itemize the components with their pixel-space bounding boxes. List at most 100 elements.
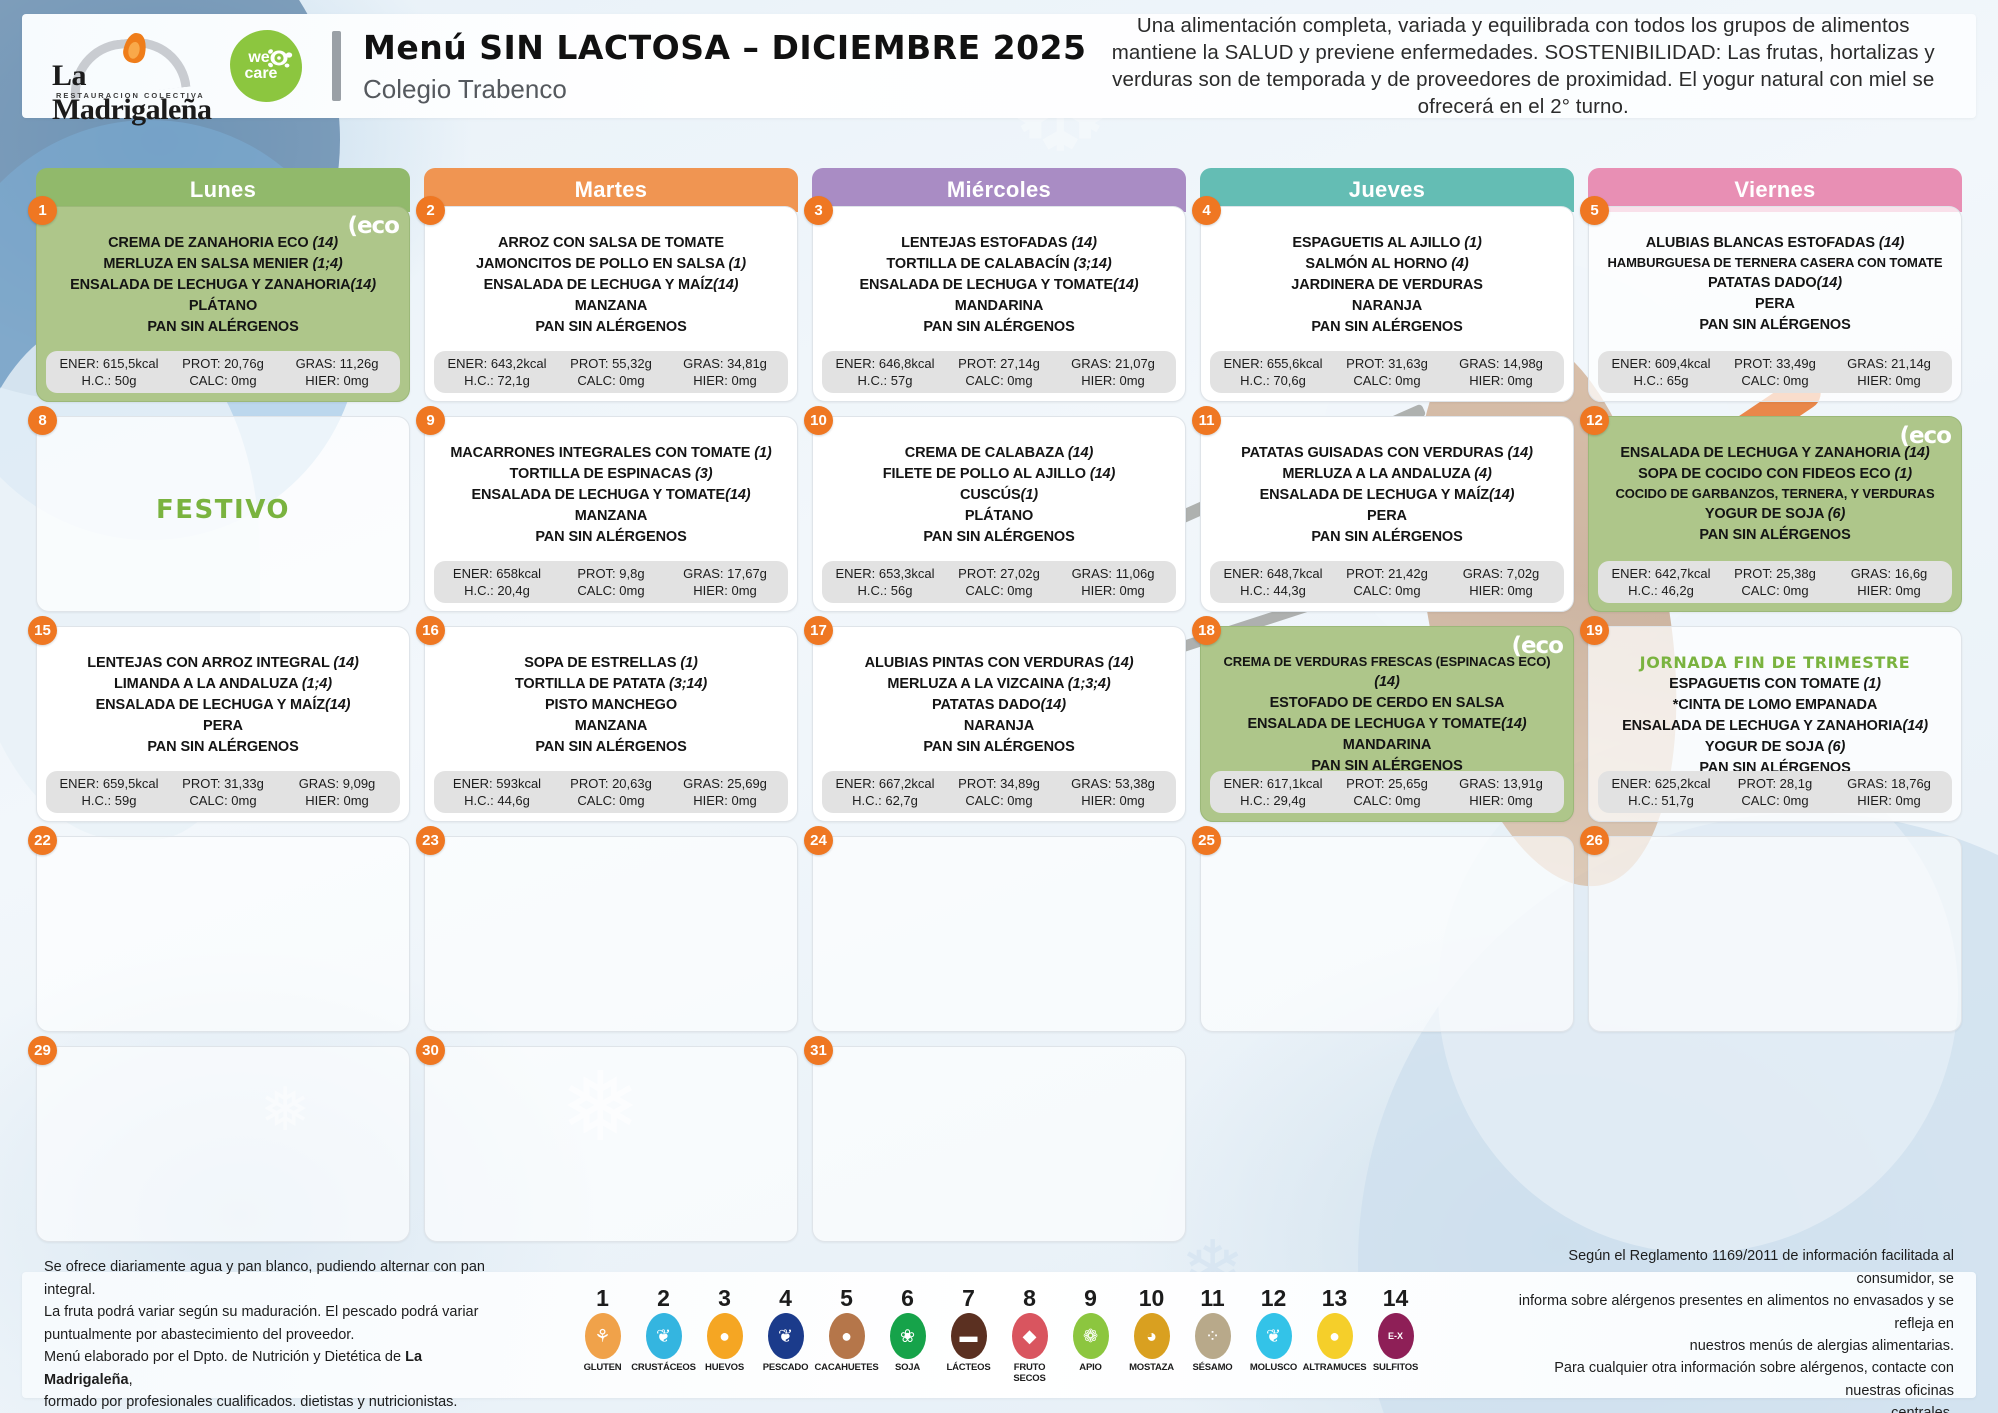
day-cell-31[interactable]: 31 [804, 1036, 1186, 1242]
allergen-label: CRUSTÁCEOS [631, 1362, 696, 1374]
day-cell-19[interactable]: 19 JORNADA FIN DE TRIMESTRE ESPAGUETIS CON… [1580, 616, 1962, 822]
dish-item: CREMA DE CALABAZA (14) [904, 445, 1094, 461]
day-cell-5[interactable]: 5 ALUBIAS BLANCAS ESTOFADAS (14) HAMBURGUE… [1580, 196, 1962, 402]
allergen-crustáceos[interactable]: 2 ❦ CRUSTÁCEOS [631, 1286, 696, 1384]
allergen-number: 4 [779, 1284, 792, 1311]
dish-allergen-codes: (6) [1827, 505, 1846, 522]
allergen-label: LÁCTEOS [946, 1362, 991, 1374]
dish-item: SALMÓN AL HORNO (4) [1305, 256, 1469, 273]
allergen-pescado[interactable]: 4 ❦ PESCADO [760, 1286, 812, 1384]
dish-list: JORNADA FIN DE TRIMESTRE ESPAGUETIS CON T… [1589, 627, 1961, 779]
dish-allergen-codes: (14) [1501, 715, 1527, 732]
nutrition-calc: CALC: 0mg [1353, 583, 1421, 598]
allergen-gluten[interactable]: 1 ⚘ GLUTEN [577, 1286, 629, 1384]
nutrition-gras: GRAS: 13,91g [1459, 776, 1543, 791]
nutrition-gras: GRAS: 16,6g [1850, 566, 1928, 581]
nutrition-summary: ENER: 609,4kcal PROT: 33,49g GRAS: 21,14g H… [1598, 351, 1952, 393]
nutrition-calc: CALC: 0mg [1741, 583, 1809, 598]
allergen-number: 14 [1382, 1284, 1409, 1311]
dish-item: PATATAS GUISADAS CON VERDURAS (14) [1241, 445, 1533, 461]
day-number: 8 [28, 406, 57, 435]
dish-list: ENSALADA DE LECHUGA Y ZANAHORIA (14) SOPA… [1589, 417, 1961, 546]
nutrition-calc: CALC: 0mg [965, 793, 1033, 808]
dish-item: LENTEJAS ESTOFADAS (14) [901, 235, 1097, 251]
allergen-fruto-secos[interactable]: 8 ◆ FRUTO SECOS [1004, 1286, 1056, 1384]
allergen-altramuces[interactable]: 13 ● ALTRAMUCES [1303, 1284, 1367, 1384]
dish-item: FILETE DE POLLO AL AJILLO (14) [882, 466, 1116, 483]
nutrition-note: Una alimentación completa, variada y equ… [1111, 13, 1935, 119]
nutrition-hier: HIER: 0mg [1857, 793, 1921, 808]
nutrition-hc: H.C.: 65g [1633, 373, 1689, 388]
nutrition-calc: CALC: 0mg [577, 373, 645, 388]
dish-item: ENSALADA DE LECHUGA Y ZANAHORIA(14) [1622, 718, 1928, 735]
nutrition-calc: CALC: 0mg [1353, 373, 1421, 388]
dish-item: ENSALADA DE LECHUGA Y MAÍZ(14) [1259, 487, 1515, 504]
dish-item: PAN SIN ALÉRGENOS [147, 319, 299, 336]
day-number: 22 [28, 826, 57, 855]
dish-item: PAN SIN ALÉRGENOS [1311, 757, 1463, 774]
day-cell-1[interactable]: 1 eco CREMA DE ZANAHORIA ECO (14) MERLUZA E… [28, 196, 410, 402]
page-title: Menú SIN LACTOSA – DICIEMBRE 2025 [363, 27, 1087, 67]
day-cell-11[interactable]: 11 PATATAS GUISADAS CON VERDURAS (14) MERL… [1192, 406, 1574, 612]
allergen-number: 13 [1321, 1284, 1348, 1311]
dish-allergen-codes: (3) [695, 466, 713, 483]
day-number: 31 [804, 1036, 833, 1065]
allergen-legend: 1 ⚘ GLUTEN 2 ❦ CRUSTÁCEOS 3 ● HUEVOS 4 ❦ PESCADO 5 ● C… [502, 1286, 1496, 1384]
nutrition-prot: PROT: 21,42g [1346, 566, 1428, 581]
nutrition-ener: ENER: 593kcal [452, 776, 542, 791]
dish-list: CREMA DE CALABAZA (14) FILETE DE POLLO AL… [813, 417, 1185, 548]
day-cell-4[interactable]: 4 ESPAGUETIS AL AJILLO (1) SALMÓN AL HORNO… [1192, 196, 1574, 402]
allergen-apio[interactable]: 9 ❁ APIO [1065, 1286, 1117, 1384]
poster-header: La Madrigaleña RESTAURACION COLECTIVA we… [22, 13, 1976, 126]
dish-item: PAN SIN ALÉRGENOS [1311, 319, 1463, 336]
allergen-soja[interactable]: 6 ❀ SOJA [882, 1286, 934, 1384]
allergen-sésamo[interactable]: 11 ⁘ SÉSAMO [1187, 1286, 1239, 1384]
dish-item: PATATAS DADO(14) [1707, 274, 1842, 291]
nutrition-summary: ENER: 653,3kcal PROT: 27,02g GRAS: 11,06g H… [822, 561, 1176, 603]
nutrition-ener: ENER: 667,2kcal [835, 776, 935, 791]
day-number: 30 [416, 1036, 445, 1065]
day-cell-16[interactable]: 16 SOPA DE ESTRELLAS (1) TORTILLA DE PATAT… [416, 616, 798, 822]
nutrition-hc: H.C.: 20,4g [464, 583, 530, 598]
dish-item: PLÁTANO [188, 298, 258, 315]
day-cell-25[interactable]: 25 [1192, 826, 1574, 1032]
allergen-label: MOLUSCO [1249, 1362, 1298, 1374]
day-cell-24[interactable]: 24 [804, 826, 1186, 1032]
dish-list: LENTEJAS ESTOFADAS (14) TORTILLA DE CALAB… [813, 207, 1185, 338]
day-cell-8[interactable]: 8 FESTIVO [28, 406, 410, 612]
day-cell-23[interactable]: 23 [416, 826, 798, 1032]
footer-regulation-line: Para cualquier otra información sobre al… [1554, 1360, 1954, 1399]
day-cell-30[interactable]: 30 [416, 1036, 798, 1242]
dish-allergen-codes: (14) [1089, 466, 1116, 483]
day-cell-17[interactable]: 17 ALUBIAS PINTAS CON VERDURAS (14) MERLUZ… [804, 616, 1186, 822]
allergen-sulfitos[interactable]: 14 E-X SULFITOS [1370, 1286, 1422, 1384]
dish-item: ESTOFADO DE CERDO EN SALSA [1269, 694, 1505, 711]
nutrition-ener: ENER: 646,8kcal [835, 356, 935, 371]
weekday-label: Jueves [1348, 177, 1426, 202]
day-cell-22[interactable]: 22 [28, 826, 410, 1032]
day-cell-26[interactable]: 26 [1580, 826, 1962, 1032]
day-cell-3[interactable]: 3 LENTEJAS ESTOFADAS (14) TORTILLA DE CALA… [804, 196, 1186, 402]
allergen-mostaza[interactable]: 10 ◕ MOSTAZA [1126, 1286, 1178, 1384]
allergen-cacahuetes[interactable]: 5 ● CACAHUETES [815, 1286, 879, 1384]
nutrition-prot: PROT: 31,63g [1346, 356, 1428, 371]
day-number: 23 [416, 826, 445, 855]
eco-badge: eco [1511, 633, 1564, 659]
nutrition-summary: ENER: 642,7kcal PROT: 25,38g GRAS: 16,6g H.… [1598, 561, 1952, 603]
day-cell-15[interactable]: 15 LENTEJAS CON ARROZ INTEGRAL (14) LIMAND… [28, 616, 410, 822]
allergen-huevos[interactable]: 3 ● HUEVOS [699, 1286, 751, 1384]
allergen-lácteos[interactable]: 7 ▬ LÁCTEOS [943, 1286, 995, 1384]
day-cell-9[interactable]: 9 MACARRONES INTEGRALES CON TOMATE (1) TOR… [416, 406, 798, 612]
brand-tagline: RESTAURACION COLECTIVA [56, 91, 205, 100]
calendar-grid: 1 eco CREMA DE ZANAHORIA ECO (14) MERLUZA E… [28, 196, 1962, 1242]
allergen-molusco[interactable]: 12 ❦ MOLUSCO [1248, 1286, 1300, 1384]
day-cell-10[interactable]: 10 CREMA DE CALABAZA (14) FILETE DE POLLO … [804, 406, 1186, 612]
day-cell-29[interactable]: 29 [28, 1036, 410, 1242]
day-number: 24 [804, 826, 833, 855]
dish-item: COCIDO DE GARBANZOS, TERNERA, Y VERDURAS [1615, 486, 1935, 502]
day-cell-2[interactable]: 2 ARROZ CON SALSA DE TOMATE JAMONCITOS DE … [416, 196, 798, 402]
nutrition-hc: H.C.: 50g [81, 373, 137, 388]
dish-item: PAN SIN ALÉRGENOS [1699, 526, 1851, 543]
